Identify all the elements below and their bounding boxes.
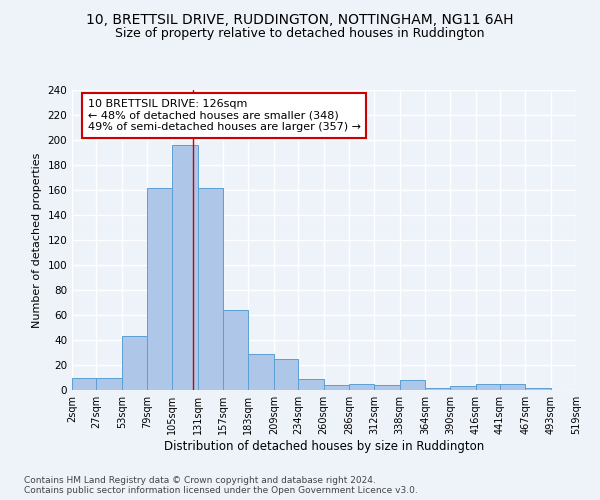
Bar (97, 378, 122, 390)
Bar (400, 380, 425, 390)
Bar (122, 336, 147, 390)
Bar (274, 359, 298, 390)
Bar (323, 385, 349, 390)
Bar (374, 385, 400, 390)
Bar (147, 188, 172, 390)
Bar (198, 188, 223, 390)
Text: 10, BRETTSIL DRIVE, RUDDINGTON, NOTTINGHAM, NG11 6AH: 10, BRETTSIL DRIVE, RUDDINGTON, NOTTINGH… (86, 12, 514, 26)
Bar (172, 145, 198, 390)
Bar (223, 310, 248, 390)
Text: 10 BRETTSIL DRIVE: 126sqm
← 48% of detached houses are smaller (348)
49% of semi: 10 BRETTSIL DRIVE: 126sqm ← 48% of detac… (88, 99, 361, 132)
Bar (476, 384, 500, 390)
Y-axis label: Number of detached properties: Number of detached properties (32, 152, 42, 328)
Bar (526, 388, 551, 390)
Bar (500, 384, 526, 390)
Bar (349, 384, 374, 390)
Bar (450, 386, 476, 390)
Text: Size of property relative to detached houses in Ruddington: Size of property relative to detached ho… (115, 28, 485, 40)
X-axis label: Distribution of detached houses by size in Ruddington: Distribution of detached houses by size … (164, 440, 484, 453)
Bar (425, 388, 450, 390)
Bar (248, 354, 274, 390)
Text: Contains HM Land Registry data © Crown copyright and database right 2024.
Contai: Contains HM Land Registry data © Crown c… (24, 476, 418, 495)
Bar (72, 378, 97, 390)
Bar (298, 379, 323, 390)
